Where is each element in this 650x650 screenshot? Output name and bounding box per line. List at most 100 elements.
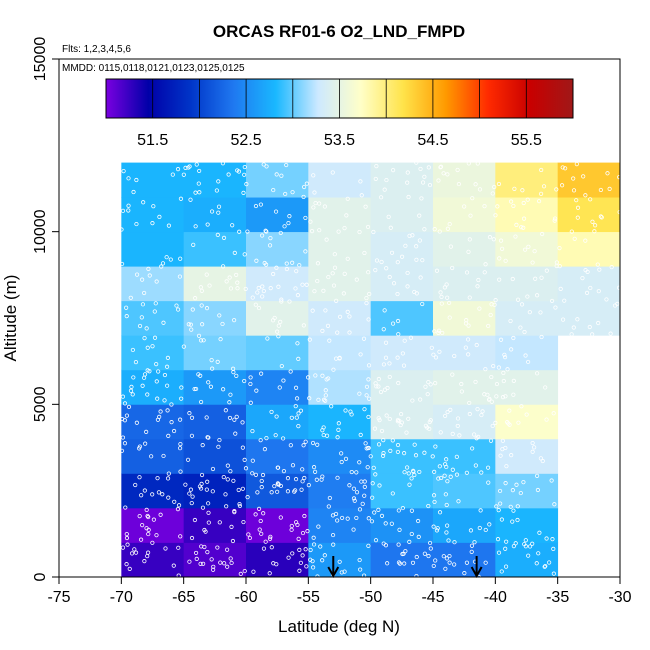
observation-point — [466, 161, 471, 166]
observation-point — [403, 549, 408, 554]
observation-point — [362, 479, 367, 484]
observation-point — [383, 340, 389, 345]
observation-point — [450, 265, 455, 271]
observation-point — [539, 167, 544, 173]
observation-point — [405, 170, 410, 175]
observation-point — [315, 278, 320, 284]
observation-point — [381, 437, 386, 443]
observation-point — [494, 504, 499, 509]
observation-point — [549, 478, 554, 483]
observation-point — [395, 449, 401, 455]
observation-point — [553, 216, 558, 221]
observation-point — [431, 493, 437, 498]
observation-point — [254, 258, 259, 263]
observation-point — [400, 551, 405, 557]
observation-point — [332, 252, 337, 257]
observation-point — [259, 478, 264, 484]
observation-point — [257, 527, 262, 532]
observation-point — [533, 276, 538, 281]
observation-point — [562, 298, 567, 303]
observation-point — [335, 435, 340, 440]
observation-point — [581, 174, 586, 179]
heatmap-cell — [246, 335, 309, 371]
observation-point — [296, 424, 301, 429]
observation-point — [340, 515, 345, 521]
observation-point — [202, 527, 207, 533]
observation-point — [236, 487, 241, 493]
observation-point — [432, 329, 437, 334]
observation-point — [493, 420, 498, 425]
observation-point — [313, 373, 318, 378]
observation-point — [337, 355, 342, 360]
observation-point — [551, 411, 556, 416]
observation-point — [293, 286, 298, 291]
observation-point — [583, 238, 588, 243]
observation-point — [411, 469, 416, 474]
observation-point — [178, 534, 183, 539]
observation-point — [152, 309, 157, 314]
observation-point — [232, 250, 237, 255]
observation-point — [519, 302, 525, 307]
heatmap-cell — [370, 335, 434, 371]
observation-point — [205, 550, 210, 555]
observation-point — [400, 351, 405, 356]
observation-point — [530, 449, 535, 454]
observation-point — [357, 557, 362, 563]
observation-point — [365, 445, 371, 451]
observation-point — [357, 229, 362, 235]
observation-point — [437, 229, 442, 234]
observation-point — [253, 472, 259, 477]
observation-point — [284, 261, 289, 266]
observation-point — [192, 296, 198, 301]
heatmap-cell — [370, 404, 434, 440]
observation-point — [362, 250, 367, 256]
observation-point — [537, 530, 542, 535]
observation-point — [503, 564, 509, 569]
observation-point — [319, 477, 324, 482]
observation-point — [234, 272, 239, 278]
observation-point — [314, 477, 319, 482]
observation-point — [175, 167, 181, 172]
observation-point — [289, 527, 294, 532]
observation-point — [298, 560, 303, 565]
observation-point — [323, 308, 328, 313]
observation-point — [225, 564, 230, 569]
observation-point — [177, 274, 183, 279]
observation-point — [378, 389, 384, 395]
observation-point — [301, 443, 306, 448]
observation-point — [189, 535, 195, 541]
observation-point — [406, 194, 411, 200]
observation-point — [569, 332, 574, 337]
observation-point — [241, 519, 246, 525]
observation-point — [354, 470, 359, 475]
observation-point — [253, 302, 258, 307]
observation-point — [318, 544, 323, 549]
observation-point — [287, 299, 292, 304]
observation-point — [505, 367, 510, 372]
observation-point — [285, 476, 291, 481]
observation-point — [514, 482, 519, 487]
observation-point — [608, 331, 613, 336]
observation-point — [469, 543, 475, 548]
observation-point — [166, 223, 172, 228]
observation-point — [265, 336, 270, 341]
observation-point — [575, 205, 581, 210]
heatmap-cell — [121, 369, 185, 405]
observation-point — [188, 487, 194, 492]
observation-point — [504, 539, 509, 544]
observation-point — [382, 387, 388, 392]
heatmap-cell — [370, 369, 434, 405]
observation-point — [508, 199, 514, 204]
observation-point — [320, 373, 325, 378]
observation-point — [142, 372, 148, 377]
observation-point — [407, 539, 412, 544]
observation-point — [274, 414, 279, 419]
observation-point — [401, 363, 407, 368]
observation-point — [251, 569, 256, 574]
observation-point — [442, 473, 447, 478]
observation-point — [605, 171, 610, 176]
heatmap-cell — [246, 404, 309, 440]
heatmap-cell — [121, 404, 185, 440]
observation-point — [530, 440, 535, 446]
observation-point — [444, 282, 449, 287]
